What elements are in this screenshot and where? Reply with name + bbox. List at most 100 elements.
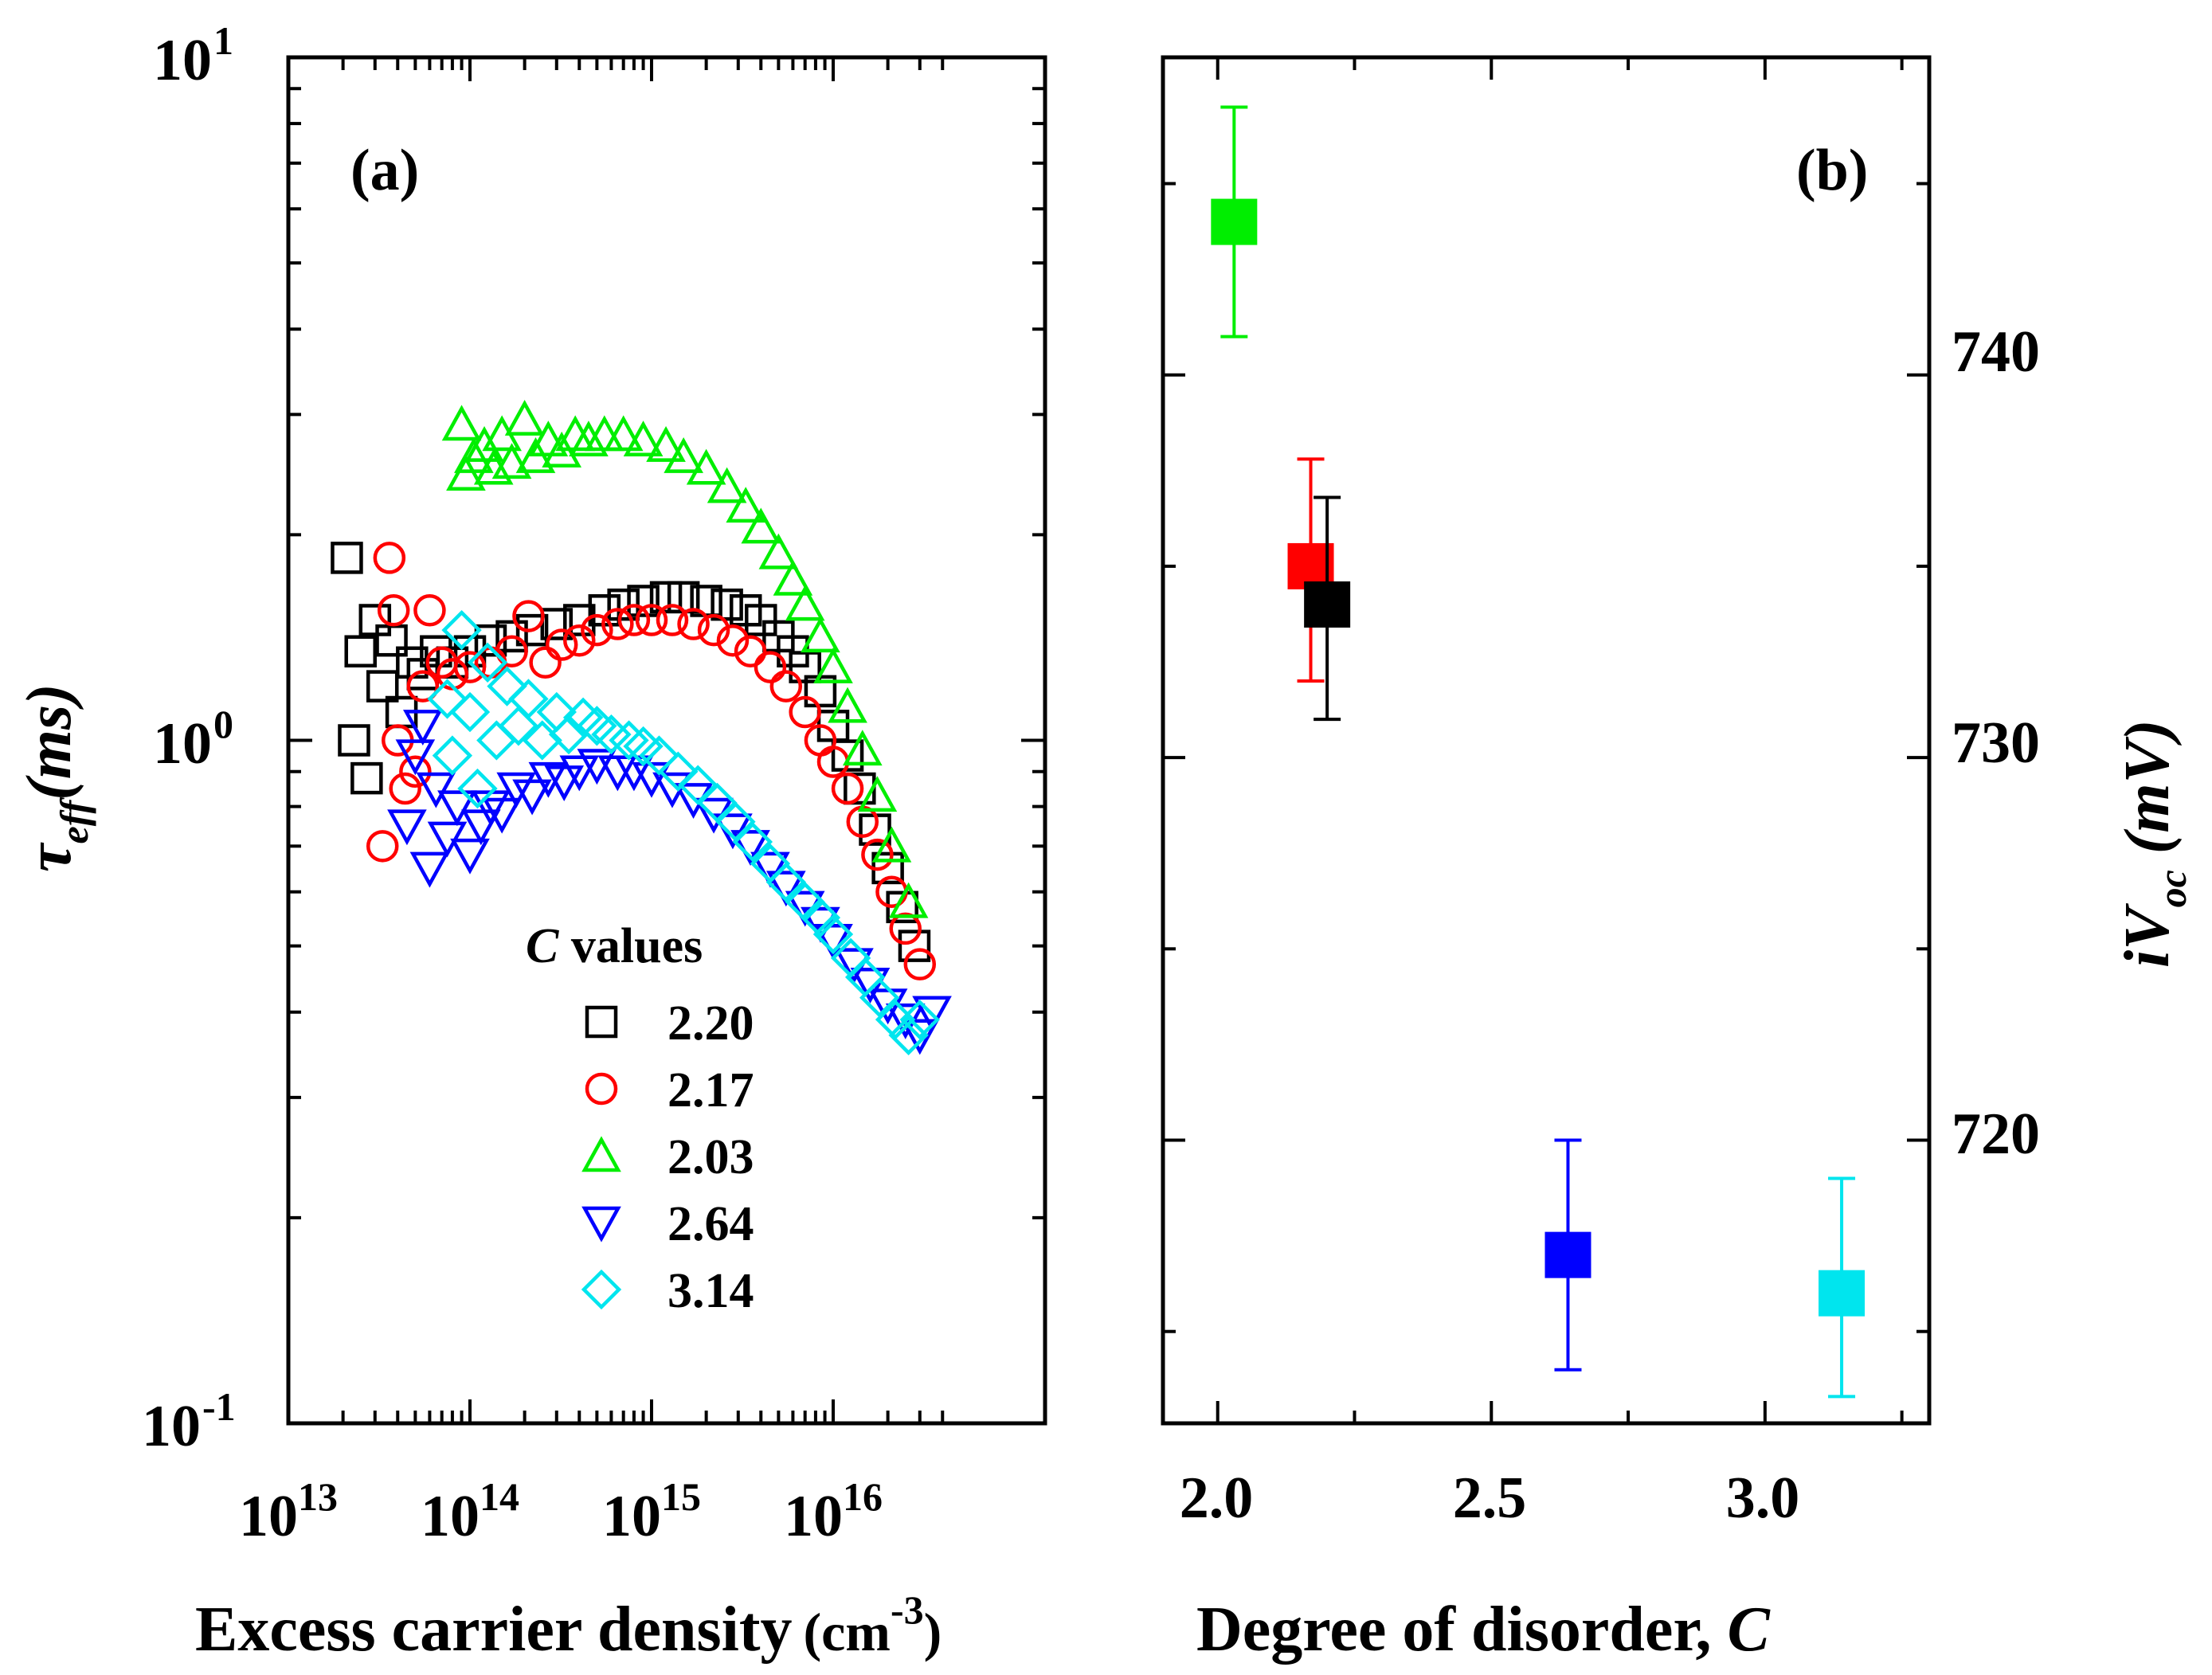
data-point-diamond [432, 735, 473, 776]
data-point-circle [399, 755, 432, 788]
panel-b-data-marks [1211, 105, 1866, 1399]
data-point-circle [789, 695, 821, 729]
data-point-triangle-up [454, 437, 494, 473]
data-point-square [375, 624, 408, 657]
a-ytick-exp: -1 [202, 1384, 236, 1429]
data-point-square [515, 613, 549, 647]
data-point-triangle-up [584, 415, 624, 452]
data-point-triangle-up [569, 421, 609, 457]
data-point-triangle-up [707, 467, 747, 503]
data-point-circle [861, 838, 894, 871]
data-point-triangle-down [461, 809, 501, 846]
b-x-axis-title: Degree of disorder, C [1196, 1595, 1772, 1665]
data-point-square [331, 542, 363, 574]
data-point-triangle-down [496, 772, 537, 808]
data-point-diamond [457, 768, 498, 809]
data-point-triangle-down [850, 967, 891, 1004]
data-point-circle [635, 604, 668, 636]
panel-a-legend: C values 2.20 2.17 2.03 2.64 3.14 [526, 919, 754, 1318]
data-point-circle [406, 670, 440, 702]
a-ytick-exp: 0 [213, 702, 233, 746]
data-point-triangle-down [750, 851, 790, 888]
panel-b-label: (b) [1796, 138, 1868, 203]
data-point-diamond [888, 1015, 929, 1055]
data-point-triangle-up [726, 487, 766, 523]
data-point-triangle-down [559, 755, 600, 792]
legend-swatch [581, 1136, 621, 1172]
legend-label: 2.17 [668, 1063, 754, 1117]
panel-a-frame [286, 55, 1047, 1426]
data-point-triangle-down [912, 996, 952, 1032]
data-point-circle [656, 604, 689, 636]
legend-swatch [585, 1072, 618, 1106]
data-point-diamond [609, 720, 649, 761]
b-ytick-label: 740 [1952, 319, 2040, 385]
panel-b: (b) 2.0 2.5 3.0 720 730 740 Degree of di… [1161, 55, 2194, 1665]
data-point-diamond [639, 735, 679, 776]
data-point-triangle-up [785, 585, 825, 621]
data-point-square [358, 604, 392, 636]
data-point-triangle-down [427, 821, 468, 858]
panel-b-frame [1161, 55, 1932, 1426]
data-point-square [338, 724, 370, 757]
data-point-circle [545, 628, 578, 661]
legend-swatch [585, 1005, 618, 1039]
data-point-triangle-down [482, 797, 522, 834]
data-point-square [898, 929, 931, 962]
data-point-diamond [467, 642, 508, 683]
data-point-circle [831, 772, 864, 805]
data-point-diamond [427, 679, 468, 719]
data-point-circle [754, 651, 787, 683]
data-point-diamond [449, 691, 491, 733]
data-point-triangle-down [801, 906, 840, 943]
data-point-triangle-up [603, 415, 644, 452]
panel-a-minor-ticks [288, 57, 1045, 1423]
data-point-triangle-down [450, 838, 490, 875]
data-point-diamond [441, 609, 482, 651]
data-point-triangle-up [664, 437, 703, 473]
data-point-triangle-up [528, 421, 569, 457]
data-point-square [1544, 1231, 1591, 1278]
data-point-triangle-up [646, 425, 686, 462]
data-point-triangle-up [741, 507, 781, 544]
data-point-triangle-up [842, 730, 883, 766]
data-point-circle [903, 948, 937, 980]
data-point-square [1304, 581, 1351, 628]
data-point-square [745, 604, 777, 636]
data-point-triangle-down [512, 779, 552, 816]
data-point-triangle-up [871, 826, 912, 863]
legend-title: C values [526, 919, 703, 973]
data-point-triangle-up [555, 415, 596, 452]
data-point-triangle-down [899, 1019, 940, 1055]
data-point-triangle-up [504, 399, 545, 436]
data-point-square [1211, 198, 1258, 245]
a-xtick-label: 1015 [602, 1474, 701, 1549]
data-point-circle [495, 635, 528, 667]
b-xtick-label: 2.0 [1180, 1466, 1254, 1531]
data-point-triangle-down [437, 790, 477, 827]
data-point-circle [601, 608, 634, 640]
data-point-circle [617, 604, 651, 636]
a-xtick-label: 1016 [784, 1474, 883, 1549]
a-y-axis-title: τeff(ms) [14, 683, 96, 872]
a-x-axis-title: Excess carrier density (cm-3) [195, 1587, 942, 1665]
data-point-circle [529, 646, 562, 679]
data-point-triangle-up [801, 616, 840, 653]
b-y-axis-title: iVoc (mV) [2112, 719, 2194, 968]
data-point-circle [889, 912, 922, 945]
data-point-circle [389, 772, 421, 805]
data-point-triangle-down [416, 772, 456, 808]
data-point-square [649, 581, 683, 614]
data-point-circle [512, 600, 545, 632]
data-point-triangle-up [857, 776, 898, 812]
a-xtick-label: 1013 [239, 1474, 338, 1549]
data-point-triangle-up [446, 455, 486, 491]
data-point-triangle-down [409, 851, 450, 888]
data-point-diamond [859, 977, 900, 1018]
b-ytick-label: 730 [1952, 710, 2040, 776]
data-point-triangle-down [395, 739, 436, 776]
data-point-diamond [812, 914, 854, 955]
data-point-diamond [508, 679, 549, 719]
data-point-square [831, 739, 864, 772]
